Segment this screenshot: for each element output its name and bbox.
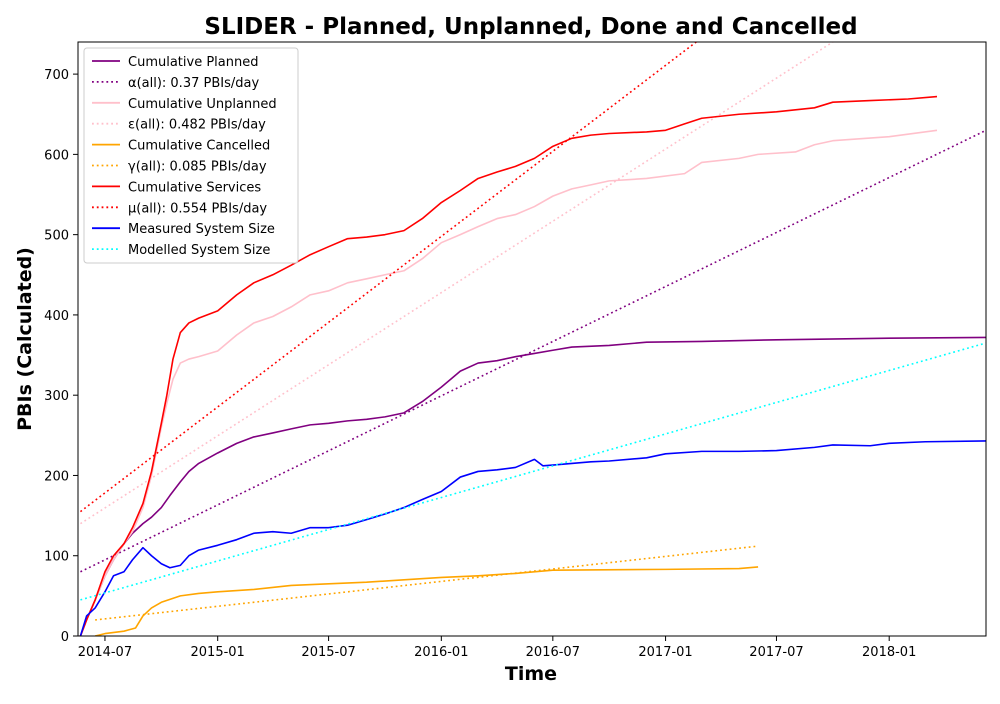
y-tick-label: 100 xyxy=(44,550,69,565)
plot-frame xyxy=(77,41,987,637)
legend-label: Cumulative Services xyxy=(128,180,261,195)
legend: Cumulative Planned α(all): 0.37 PBIs/day C… xyxy=(83,47,299,264)
y-tick-label: 200 xyxy=(44,469,69,484)
x-tick-label: 2017-07 xyxy=(749,645,803,660)
y-axis: 0 100 200 300 400 500 600 700 xyxy=(44,68,78,645)
x-tick-label: 2014-07 xyxy=(78,645,132,660)
series-line-7-cumulative-services xyxy=(79,95,938,636)
series-line-5-cumulative-cancelled xyxy=(94,566,759,636)
series-line-3-cumulative-unplanned xyxy=(79,129,938,636)
series-line-6-all-0-085-pbis-day xyxy=(95,545,759,621)
x-tick-label: 2016-01 xyxy=(414,645,468,660)
legend-label: Modelled System Size xyxy=(128,243,270,258)
legend-label: Measured System Size xyxy=(128,222,275,237)
legend-label: Cumulative Unplanned xyxy=(128,97,277,112)
y-tick-label: 300 xyxy=(44,389,69,404)
x-axis-label: Time xyxy=(505,663,557,685)
series-line-4-all-0-482-pbis-day xyxy=(80,42,834,525)
y-tick-label: 0 xyxy=(61,630,69,645)
y-axis-label: PBIs (Calculated) xyxy=(14,247,36,431)
legend-label: Cumulative Cancelled xyxy=(128,139,270,154)
y-tick-label: 500 xyxy=(44,229,69,244)
series-line-9-measured-system-size xyxy=(79,440,986,636)
legend-label: μ(all): 0.554 PBIs/day xyxy=(128,201,267,216)
x-axis: 2014-07 2015-01 2015-07 2016-01 2016-07 2017-… xyxy=(78,636,916,660)
series-line-10-modelled-system-size xyxy=(80,342,986,601)
x-tick-label: 2015-07 xyxy=(301,645,355,660)
legend-label: α(all): 0.37 PBIs/day xyxy=(128,76,259,91)
chart-title: SLIDER - Planned, Unplanned, Done and Ca… xyxy=(204,14,857,40)
legend-label: ε(all): 0.482 PBIs/day xyxy=(128,118,266,133)
legend-box xyxy=(83,47,299,264)
x-tick-label: 2016-07 xyxy=(526,645,580,660)
y-tick-label: 700 xyxy=(44,68,69,83)
y-tick-label: 400 xyxy=(44,309,69,324)
legend-label: γ(all): 0.085 PBIs/day xyxy=(128,160,267,175)
x-tick-label: 2017-01 xyxy=(638,645,692,660)
legend-label: Cumulative Planned xyxy=(128,55,258,70)
x-tick-label: 2015-01 xyxy=(191,645,245,660)
y-tick-label: 600 xyxy=(44,148,69,163)
x-tick-label: 2018-01 xyxy=(862,645,916,660)
series-line-1-cumulative-planned xyxy=(79,336,986,636)
